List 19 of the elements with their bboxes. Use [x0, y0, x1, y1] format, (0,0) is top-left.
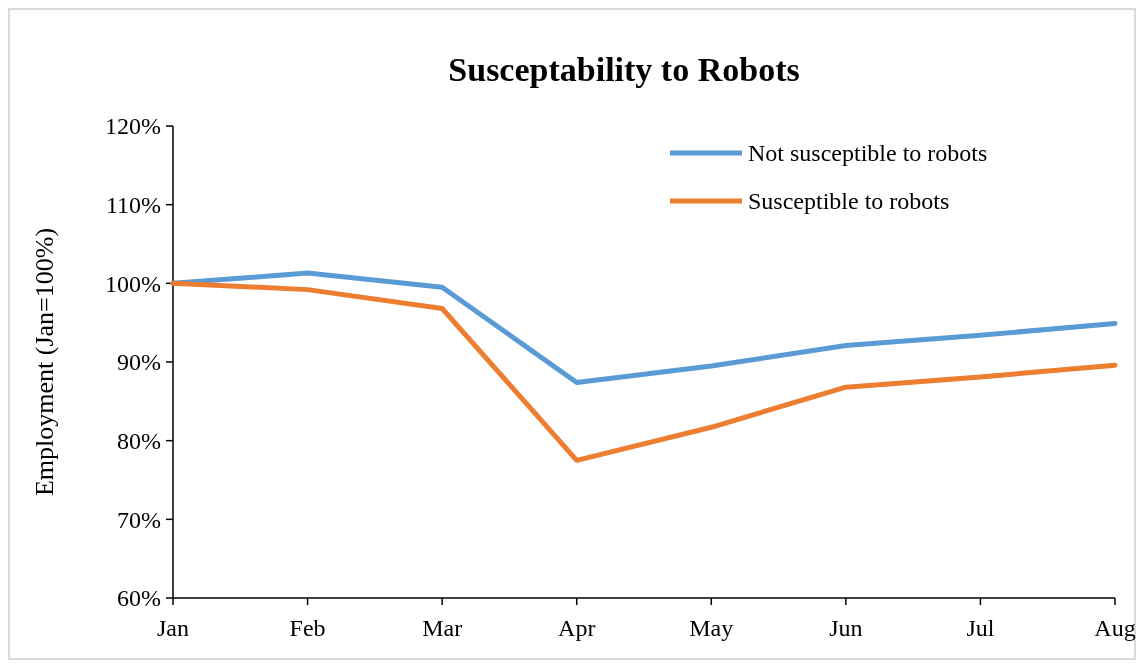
x-tick-label: Mar [422, 615, 463, 641]
y-tick-label: 120% [105, 113, 161, 140]
x-tick-label: May [689, 615, 734, 641]
y-tick-label: 80% [117, 428, 161, 455]
y-tick-label: 100% [105, 270, 161, 297]
x-tick-label: Apr [558, 615, 596, 641]
chart-title: Susceptability to Robots [448, 51, 800, 88]
x-tick-label: Aug [1094, 615, 1136, 641]
x-tick-label: Jul [966, 615, 995, 641]
legend-label: Not susceptible to robots [748, 140, 988, 167]
y-tick-label: 70% [117, 506, 161, 533]
y-tick-label: 60% [117, 585, 161, 612]
legend-label: Susceptible to robots [748, 188, 950, 215]
x-tick-label: Jun [829, 615, 863, 641]
x-tick-label: Jan [157, 615, 189, 641]
y-tick-label: 90% [117, 349, 161, 376]
y-tick-label: 110% [105, 192, 161, 219]
x-tick-label: Feb [289, 615, 326, 641]
y-axis-title: Employment (Jan=100%) [30, 227, 59, 497]
